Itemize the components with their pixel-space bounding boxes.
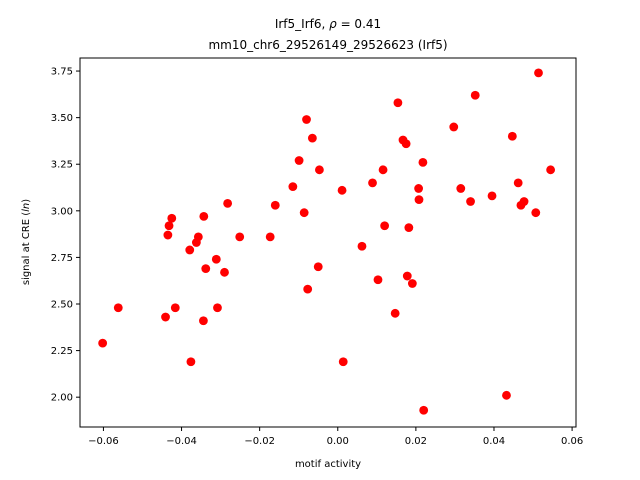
data-point bbox=[223, 198, 233, 208]
data-point bbox=[161, 312, 170, 322]
axes-frame bbox=[79, 57, 577, 428]
x-tick-label: −0.06 bbox=[88, 436, 119, 447]
data-point bbox=[390, 308, 400, 318]
y-axis-ticks: 2.00 2.25 2.50 2.75 3.00 3.25 3.50 3.75 bbox=[51, 67, 80, 404]
data-point bbox=[380, 221, 390, 231]
data-points bbox=[98, 68, 556, 415]
data-point bbox=[357, 241, 367, 251]
data-point bbox=[466, 197, 475, 206]
y-tick-label: 3.75 bbox=[51, 67, 73, 78]
data-point bbox=[338, 357, 348, 367]
data-point bbox=[163, 230, 173, 240]
data-point bbox=[531, 208, 541, 218]
data-point bbox=[373, 275, 383, 285]
data-point bbox=[235, 232, 245, 242]
x-tick-label: 0.06 bbox=[561, 436, 583, 447]
plot-area bbox=[79, 57, 577, 428]
x-tick-label: 0.04 bbox=[483, 436, 505, 447]
data-point bbox=[113, 303, 123, 313]
data-point bbox=[170, 303, 180, 313]
data-point bbox=[393, 98, 403, 108]
data-point bbox=[288, 182, 298, 191]
data-point bbox=[456, 184, 466, 193]
title-rho: ρ bbox=[329, 17, 337, 31]
data-point bbox=[449, 122, 459, 132]
data-point bbox=[402, 271, 412, 281]
chart-title-line1: Irf5_Irf6, ρ = 0.41 bbox=[275, 17, 381, 31]
data-point bbox=[211, 254, 221, 264]
data-point bbox=[98, 338, 108, 348]
y-axis-label: signal at CRE (ln) bbox=[21, 199, 32, 285]
y-tick-label: 2.50 bbox=[51, 300, 73, 311]
data-point bbox=[199, 212, 209, 221]
x-axis-ticks: −0.06 −0.04 −0.02 0.00 0.02 0.04 0.06 bbox=[88, 427, 583, 447]
data-point bbox=[368, 178, 377, 188]
data-point bbox=[414, 184, 424, 193]
data-point bbox=[193, 232, 203, 242]
ylabel-italic: ln bbox=[21, 203, 32, 212]
data-point bbox=[220, 267, 229, 277]
x-tick-label: −0.02 bbox=[244, 436, 275, 447]
data-point bbox=[470, 90, 480, 100]
chart-title-line2: mm10_chr6_29526149_29526623 (Irf5) bbox=[208, 38, 447, 52]
data-point bbox=[534, 68, 543, 78]
data-point bbox=[418, 157, 428, 167]
data-point bbox=[213, 303, 222, 313]
data-point bbox=[419, 405, 429, 415]
data-point bbox=[401, 139, 411, 149]
data-point bbox=[167, 213, 177, 223]
data-point bbox=[519, 197, 529, 206]
title-prefix: Irf5_Irf6, bbox=[275, 17, 329, 31]
data-point bbox=[265, 232, 275, 242]
data-point bbox=[294, 156, 304, 165]
ylabel-suffix: ) bbox=[21, 199, 32, 203]
data-point bbox=[378, 165, 388, 175]
data-point bbox=[199, 316, 208, 326]
x-axis-label: motif activity bbox=[295, 459, 361, 470]
data-point bbox=[307, 133, 317, 143]
ylabel-prefix: signal at CRE ( bbox=[21, 212, 32, 285]
y-tick-label: 3.25 bbox=[51, 160, 73, 171]
y-tick-label: 3.00 bbox=[51, 206, 73, 217]
data-point bbox=[302, 115, 311, 124]
data-point bbox=[507, 131, 517, 141]
data-point bbox=[315, 165, 324, 175]
x-tick-label: −0.04 bbox=[166, 436, 197, 447]
data-point bbox=[546, 165, 556, 175]
x-tick-label: 0.02 bbox=[405, 436, 427, 447]
y-tick-label: 2.00 bbox=[51, 393, 73, 404]
data-point bbox=[303, 284, 313, 294]
data-point bbox=[185, 245, 195, 255]
data-point bbox=[164, 221, 174, 231]
y-tick-label: 3.50 bbox=[51, 113, 73, 124]
data-point bbox=[407, 279, 417, 288]
data-point bbox=[299, 208, 309, 218]
y-tick-label: 2.75 bbox=[51, 253, 73, 264]
data-point bbox=[337, 185, 347, 195]
data-point bbox=[201, 264, 211, 273]
data-point bbox=[414, 195, 424, 205]
data-point bbox=[313, 262, 323, 272]
data-point bbox=[270, 200, 280, 210]
data-point bbox=[502, 390, 511, 400]
data-point bbox=[513, 178, 523, 188]
x-tick-label: 0.00 bbox=[327, 436, 349, 447]
title-suffix: = 0.41 bbox=[337, 17, 381, 31]
y-tick-label: 2.25 bbox=[51, 346, 73, 357]
data-point bbox=[404, 223, 414, 232]
data-point bbox=[186, 357, 196, 367]
data-point bbox=[487, 191, 497, 201]
